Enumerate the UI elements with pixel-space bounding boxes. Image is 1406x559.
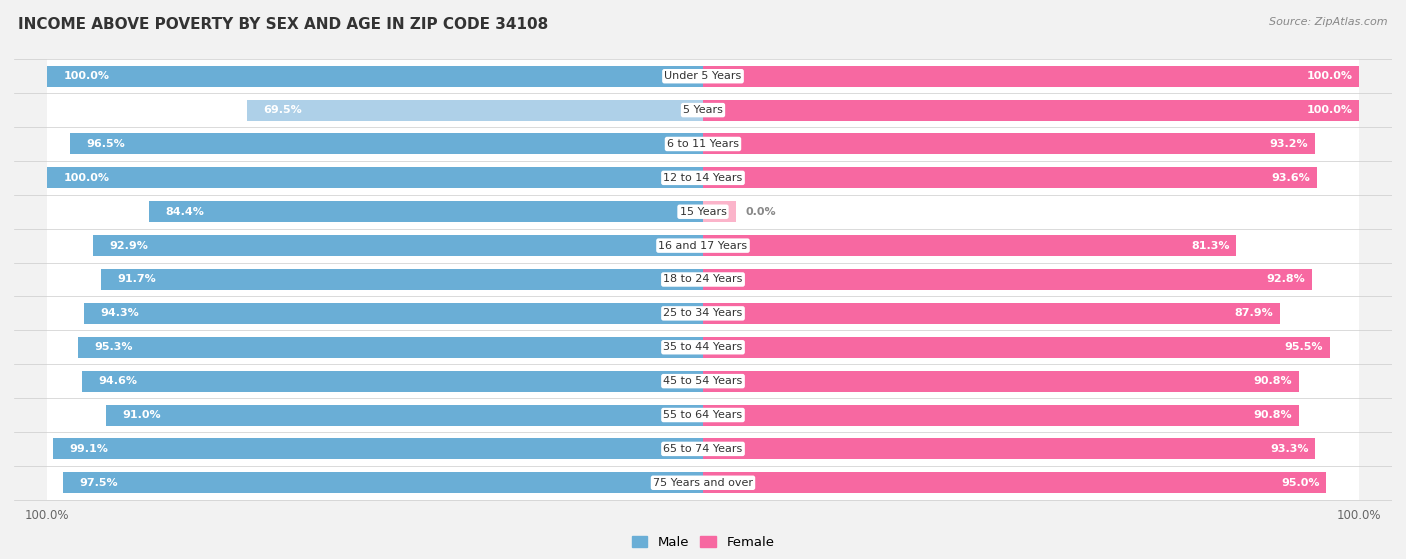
Text: 91.0%: 91.0% bbox=[122, 410, 160, 420]
Legend: Male, Female: Male, Female bbox=[626, 531, 780, 555]
Text: 100.0%: 100.0% bbox=[63, 173, 110, 183]
Text: 95.3%: 95.3% bbox=[94, 342, 132, 352]
Bar bbox=[703, 66, 1360, 87]
Text: Under 5 Years: Under 5 Years bbox=[665, 71, 741, 81]
Bar bbox=[63, 472, 703, 493]
Text: 65 to 74 Years: 65 to 74 Years bbox=[664, 444, 742, 454]
Text: 96.5%: 96.5% bbox=[86, 139, 125, 149]
Bar bbox=[101, 269, 703, 290]
Text: 6 to 11 Years: 6 to 11 Years bbox=[666, 139, 740, 149]
Bar bbox=[46, 93, 1360, 127]
Text: 75 Years and over: 75 Years and over bbox=[652, 478, 754, 488]
Text: 92.9%: 92.9% bbox=[110, 240, 149, 250]
Bar bbox=[46, 432, 1360, 466]
Text: 91.7%: 91.7% bbox=[118, 274, 156, 285]
Bar bbox=[703, 303, 1279, 324]
Bar bbox=[703, 371, 1299, 392]
Text: 99.1%: 99.1% bbox=[69, 444, 108, 454]
Bar bbox=[93, 235, 703, 256]
Bar bbox=[46, 229, 1360, 263]
Text: 94.6%: 94.6% bbox=[98, 376, 138, 386]
Text: 15 Years: 15 Years bbox=[679, 207, 727, 217]
Bar bbox=[46, 466, 1360, 500]
Bar bbox=[703, 405, 1299, 425]
Text: 35 to 44 Years: 35 to 44 Years bbox=[664, 342, 742, 352]
Text: 16 and 17 Years: 16 and 17 Years bbox=[658, 240, 748, 250]
Text: 45 to 54 Years: 45 to 54 Years bbox=[664, 376, 742, 386]
Text: 95.0%: 95.0% bbox=[1281, 478, 1320, 488]
Text: 100.0%: 100.0% bbox=[1306, 105, 1353, 115]
Text: 93.3%: 93.3% bbox=[1270, 444, 1309, 454]
Text: 100.0%: 100.0% bbox=[63, 71, 110, 81]
Text: 0.0%: 0.0% bbox=[745, 207, 776, 217]
Text: 12 to 14 Years: 12 to 14 Years bbox=[664, 173, 742, 183]
Bar bbox=[703, 438, 1315, 459]
Text: 5 Years: 5 Years bbox=[683, 105, 723, 115]
Text: 25 to 34 Years: 25 to 34 Years bbox=[664, 309, 742, 319]
Bar bbox=[46, 364, 1360, 398]
Text: 90.8%: 90.8% bbox=[1254, 376, 1292, 386]
Bar bbox=[703, 337, 1330, 358]
Bar bbox=[149, 201, 703, 222]
Bar bbox=[83, 371, 703, 392]
Text: 87.9%: 87.9% bbox=[1234, 309, 1274, 319]
Bar bbox=[84, 303, 703, 324]
Text: 69.5%: 69.5% bbox=[263, 105, 302, 115]
Bar bbox=[703, 269, 1312, 290]
Bar bbox=[105, 405, 703, 425]
Bar bbox=[46, 161, 1360, 195]
Bar bbox=[77, 337, 703, 358]
Bar bbox=[46, 167, 703, 188]
Bar bbox=[703, 100, 1360, 121]
Bar bbox=[46, 398, 1360, 432]
Text: 94.3%: 94.3% bbox=[101, 309, 139, 319]
Bar bbox=[46, 296, 1360, 330]
Text: 84.4%: 84.4% bbox=[166, 207, 204, 217]
Bar bbox=[703, 235, 1236, 256]
Text: INCOME ABOVE POVERTY BY SEX AND AGE IN ZIP CODE 34108: INCOME ABOVE POVERTY BY SEX AND AGE IN Z… bbox=[18, 17, 548, 32]
Text: 18 to 24 Years: 18 to 24 Years bbox=[664, 274, 742, 285]
Text: 93.6%: 93.6% bbox=[1272, 173, 1310, 183]
Bar bbox=[53, 438, 703, 459]
Bar bbox=[703, 167, 1317, 188]
Text: 92.8%: 92.8% bbox=[1267, 274, 1305, 285]
Bar bbox=[46, 127, 1360, 161]
Text: 55 to 64 Years: 55 to 64 Years bbox=[664, 410, 742, 420]
Text: 95.5%: 95.5% bbox=[1285, 342, 1323, 352]
Text: 100.0%: 100.0% bbox=[1306, 71, 1353, 81]
Bar bbox=[46, 263, 1360, 296]
Bar bbox=[703, 201, 735, 222]
Bar bbox=[46, 59, 1360, 93]
Bar bbox=[70, 134, 703, 154]
Bar bbox=[46, 195, 1360, 229]
Bar bbox=[46, 66, 703, 87]
Text: 81.3%: 81.3% bbox=[1191, 240, 1230, 250]
Bar bbox=[46, 330, 1360, 364]
Text: 93.2%: 93.2% bbox=[1270, 139, 1308, 149]
Text: Source: ZipAtlas.com: Source: ZipAtlas.com bbox=[1270, 17, 1388, 27]
Bar bbox=[247, 100, 703, 121]
Text: 97.5%: 97.5% bbox=[80, 478, 118, 488]
Text: 90.8%: 90.8% bbox=[1254, 410, 1292, 420]
Bar bbox=[703, 472, 1326, 493]
Bar bbox=[703, 134, 1315, 154]
